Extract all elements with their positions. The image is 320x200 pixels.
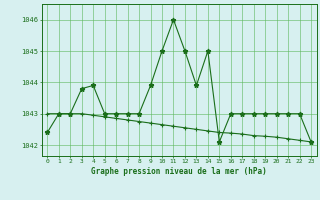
X-axis label: Graphe pression niveau de la mer (hPa): Graphe pression niveau de la mer (hPa)	[91, 167, 267, 176]
